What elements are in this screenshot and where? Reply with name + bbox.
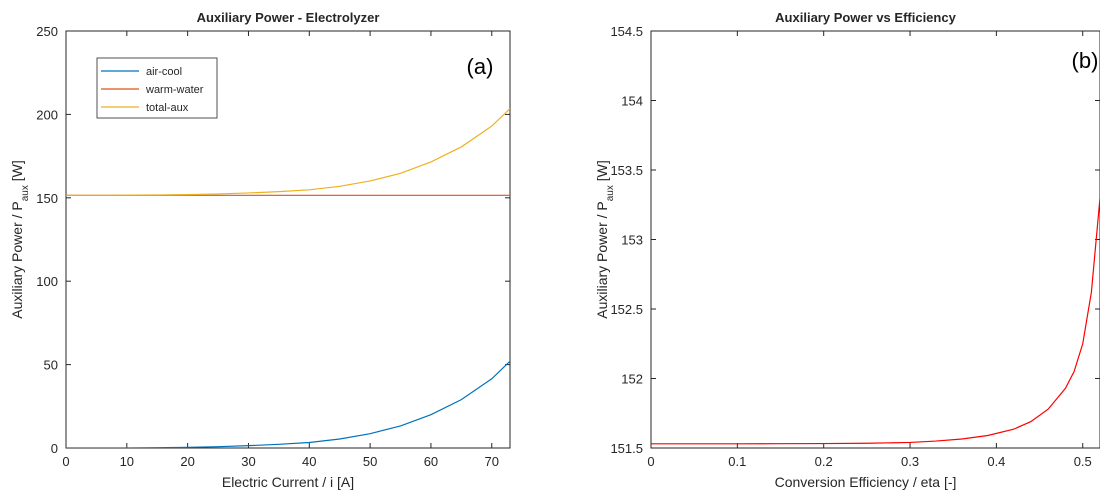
series-line-total-aux xyxy=(66,108,510,196)
x-tick-label: 0 xyxy=(647,454,654,469)
legend-box xyxy=(96,57,218,119)
x-tick-label: 0.5 xyxy=(1074,454,1092,469)
y-tick-label: 152 xyxy=(621,372,643,387)
legend: air-cool warm-water total-aux xyxy=(96,57,218,119)
x-tick-label: 0.1 xyxy=(728,454,746,469)
y-axis-label-sub: aux xyxy=(605,185,616,201)
legend-entry: total-aux xyxy=(146,102,189,114)
y-axis-label-unit: [W] xyxy=(9,160,25,185)
chart-panel-a: Auxiliary Power - Electrolyzer 0 10 20 30 40 5… xyxy=(9,10,511,490)
y-tick-label: 150 xyxy=(36,191,58,206)
x-tick-label: 20 xyxy=(180,454,194,469)
y-tick-label: 154 xyxy=(621,94,643,109)
y-tick-label: 152.5 xyxy=(610,302,643,317)
x-tick-label: 0.3 xyxy=(901,454,919,469)
x-tick-label: 40 xyxy=(302,454,316,469)
x-tick-label: 50 xyxy=(363,454,377,469)
plot-area xyxy=(650,30,1100,449)
y-tick-label: 153 xyxy=(621,233,643,248)
y-axis-label-unit: [W] xyxy=(594,160,610,185)
x-tick-label: 0.4 xyxy=(987,454,1005,469)
x-tick-label: 0.2 xyxy=(815,454,833,469)
x-axis-label: Conversion Efficiency / eta [-] xyxy=(775,474,957,490)
y-tick-label: 153.5 xyxy=(610,163,643,178)
y-tick-label: 154.5 xyxy=(610,24,643,39)
panel-label: (b) xyxy=(1072,48,1099,73)
y-tick-label: 200 xyxy=(36,107,58,122)
y-axis-label: Auxiliary Power / Paux [W] xyxy=(9,160,31,319)
y-axis-label-sub: aux xyxy=(20,185,31,201)
y-tick-label: 0 xyxy=(51,441,58,456)
chart-title: Auxiliary Power - Electrolyzer xyxy=(197,10,380,25)
y-tick-label: 100 xyxy=(36,274,58,289)
x-tick-label: 70 xyxy=(485,454,499,469)
y-axis-label-main: Auxiliary Power / P xyxy=(594,201,610,318)
chart-panel-b: Auxiliary Power vs Efficiency 0 0.1 0.2 0.3 0… xyxy=(594,10,1100,490)
chart-title: Auxiliary Power vs Efficiency xyxy=(775,10,956,25)
x-tick-label: 60 xyxy=(424,454,438,469)
x-tick-label: 10 xyxy=(120,454,134,469)
y-axis-label-main: Auxiliary Power / P xyxy=(9,201,25,318)
y-tick-label: 151.5 xyxy=(610,441,643,456)
x-tick-label: 30 xyxy=(241,454,255,469)
y-axis-label: Auxiliary Power / Paux [W] xyxy=(594,160,616,319)
legend-entry: warm-water xyxy=(145,84,204,96)
legend-entry: air-cool xyxy=(146,66,182,78)
y-tick-label: 50 xyxy=(44,358,58,373)
series-line-efficiency xyxy=(651,197,1100,445)
x-axis-label: Electric Current / i [A] xyxy=(222,474,354,490)
x-tick-label: 0 xyxy=(62,454,69,469)
panel-label: (a) xyxy=(467,54,494,79)
series-line-air-cool xyxy=(66,360,510,448)
y-tick-label: 250 xyxy=(36,24,58,39)
